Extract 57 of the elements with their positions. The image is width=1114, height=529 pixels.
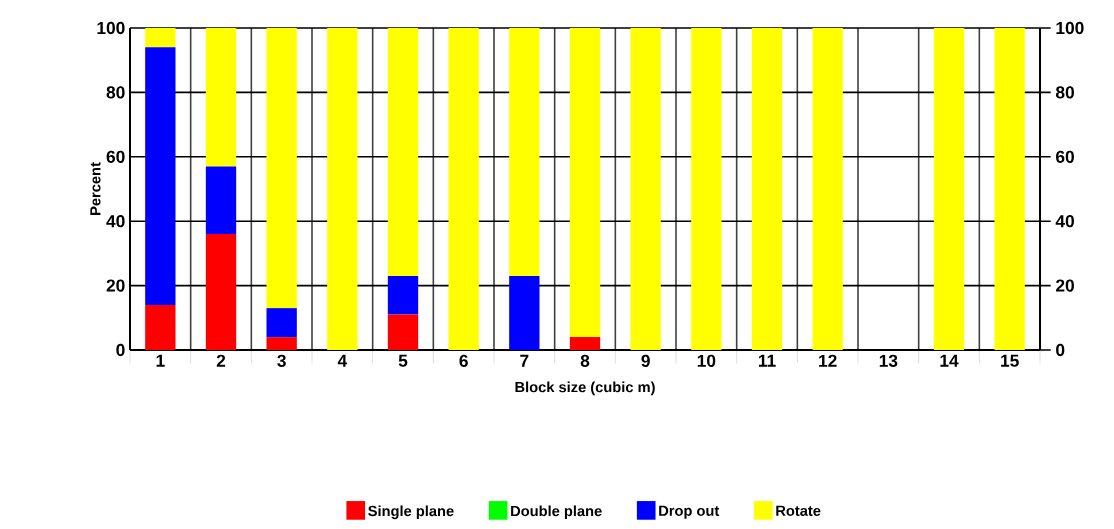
bar xyxy=(630,28,661,350)
bar xyxy=(205,28,237,167)
x-tick-label: 8 xyxy=(580,354,590,367)
bar xyxy=(509,28,540,276)
y2-tick-label: 0 xyxy=(1056,343,1065,357)
x-tick-label: 5 xyxy=(398,354,408,367)
x-tick-label: 11 xyxy=(758,354,776,367)
x-tick-label: 14 xyxy=(940,354,959,367)
x-tick-label: 1 xyxy=(156,354,165,367)
bar xyxy=(691,28,722,350)
y-tick-label: 100 xyxy=(97,21,125,35)
x-tick-label: 2 xyxy=(216,354,226,367)
bar xyxy=(569,28,601,338)
y2-tick-label: 40 xyxy=(1055,215,1074,228)
legend-label: Rotate xyxy=(776,505,821,516)
x-tick-label: 15 xyxy=(1001,354,1019,367)
bar xyxy=(448,28,479,350)
bar xyxy=(266,337,297,350)
bar xyxy=(145,47,176,305)
x-tick-label: 6 xyxy=(459,354,468,367)
x-tick-label: 7 xyxy=(520,354,529,367)
y2-tick-label: 100 xyxy=(1056,21,1084,35)
legend-label: Double plane xyxy=(511,505,602,520)
bar xyxy=(569,337,601,350)
bar xyxy=(145,304,176,350)
bar xyxy=(266,28,297,309)
legend-label: Single plane xyxy=(368,505,454,520)
y-tick-label: 60 xyxy=(106,150,125,163)
bar xyxy=(266,308,297,338)
bar xyxy=(509,275,540,350)
bar xyxy=(751,28,783,350)
bar xyxy=(933,28,965,350)
y-axis-title: Percent xyxy=(90,162,101,215)
bar xyxy=(994,28,1025,350)
bar xyxy=(145,28,176,48)
bar xyxy=(205,234,237,350)
bar xyxy=(327,28,358,350)
x-tick-label: 9 xyxy=(641,354,650,367)
x-tick-label: 3 xyxy=(277,354,286,367)
x-tick-label: 13 xyxy=(879,354,898,367)
y-tick-label: 0 xyxy=(116,343,125,357)
y2-tick-label: 80 xyxy=(1055,86,1074,99)
bar xyxy=(205,166,237,235)
y2-tick-label: 20 xyxy=(1056,279,1074,292)
x-tick-label: 4 xyxy=(337,354,348,367)
bar xyxy=(387,314,419,350)
legend-label: Drop out xyxy=(659,505,720,519)
bar xyxy=(387,275,419,315)
bar xyxy=(812,28,843,350)
bar xyxy=(387,28,419,276)
y2-tick-label: 60 xyxy=(1056,150,1074,163)
y-tick-label: 80 xyxy=(106,86,125,99)
x-tick-label: 12 xyxy=(819,354,837,367)
x-axis-title: Block size (cubic m) xyxy=(515,381,655,396)
x-tick-label: 10 xyxy=(697,354,716,367)
y-tick-label: 40 xyxy=(106,215,125,228)
y-tick-label: 20 xyxy=(106,279,125,292)
